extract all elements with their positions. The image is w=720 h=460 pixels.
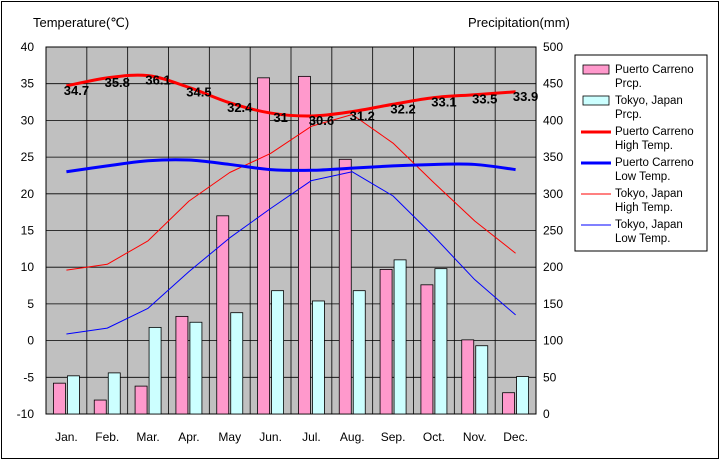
- plot-area: 4035302520151050-5-105004504003503002502…: [17, 40, 564, 444]
- data-label-puerto-carreno-high: 35.8: [105, 75, 130, 90]
- left-axis-title: Temperature(℃): [33, 15, 129, 30]
- bar-puerto-carreno-prcp: [53, 382, 66, 415]
- legend-entry-tokyo-high-label: High Temp.: [615, 202, 673, 214]
- data-label-puerto-carreno-high: 32.4: [227, 100, 253, 115]
- data-label-puerto-carreno-high: 30.6: [309, 113, 334, 128]
- left-tick-label: 10: [21, 260, 35, 274]
- bar-tokyo-prcp: [516, 376, 529, 415]
- right-tick-label: 500: [543, 40, 563, 54]
- x-tick-label: Jan.: [55, 430, 78, 444]
- legend-entry-tokyo-prcp-label: Tokyo, Japan: [615, 95, 683, 107]
- x-tick-label: Sep.: [381, 430, 406, 444]
- data-label-puerto-carreno-high: 34.5: [186, 84, 211, 99]
- data-label-puerto-carreno-high: 36.1: [145, 73, 170, 88]
- data-label-puerto-carreno-high: 31.2: [350, 109, 375, 124]
- right-tick-label: 300: [543, 187, 563, 201]
- bar-tokyo-prcp: [230, 312, 244, 415]
- x-tick-label: Jul.: [302, 430, 321, 444]
- data-label-puerto-carreno-high: 33.9: [513, 89, 538, 104]
- legend-entry-puerto-carreno-low-label: Low Temp.: [615, 171, 670, 183]
- legend: Puerto Carreno Prcp. Tokyo, Japan Prcp. Puer…: [574, 54, 708, 252]
- bar-tokyo-prcp: [393, 259, 407, 415]
- right-tick-label: 250: [543, 224, 563, 238]
- bar-tokyo-prcp: [312, 300, 325, 415]
- left-tick-label: 15: [21, 224, 35, 238]
- line-puerto-carreno-low: [66, 158, 516, 174]
- bar-tokyo-prcp: [67, 375, 80, 415]
- x-tick-label: Aug.: [340, 430, 365, 444]
- x-tick-label: Jun.: [259, 430, 282, 444]
- legend-entry-puerto-carreno-high-label: Puerto Carreno: [615, 126, 694, 138]
- legend-entry-puerto-carreno-low-label: Puerto Carreno: [615, 157, 694, 169]
- bar-puerto-carreno-prcp: [461, 339, 475, 415]
- line-tokyo-high: [66, 114, 516, 271]
- right-tick-label: 400: [543, 113, 563, 127]
- data-label-puerto-carreno-high: 34.7: [64, 83, 89, 98]
- right-tick-label: 450: [543, 77, 563, 91]
- bar-puerto-carreno-prcp: [134, 385, 148, 415]
- left-tick-label: 30: [21, 113, 35, 127]
- left-tick-label: 5: [27, 297, 34, 311]
- left-tick-label: 20: [21, 187, 35, 201]
- bar-tokyo-prcp: [352, 290, 366, 415]
- bar-tokyo-prcp: [475, 345, 489, 415]
- data-label-puerto-carreno-high: 32.2: [390, 101, 415, 116]
- right-tick-label: 150: [543, 297, 563, 311]
- line-puerto-carreno-high: [66, 73, 516, 118]
- bar-puerto-carreno-prcp: [420, 284, 434, 415]
- x-tick-label: Apr.: [178, 430, 199, 444]
- bar-puerto-carreno-prcp: [257, 77, 270, 415]
- left-tick-label: 40: [21, 40, 35, 54]
- legend-box: [574, 54, 708, 252]
- data-label-puerto-carreno-high: 33.1: [431, 95, 456, 110]
- legend-entry-tokyo-low-label: Low Temp.: [615, 233, 670, 245]
- x-tick-label: Mar.: [136, 430, 159, 444]
- bar-puerto-carreno-prcp: [216, 215, 230, 415]
- x-tick-label: May: [218, 430, 241, 444]
- x-tick-label: Feb.: [95, 430, 119, 444]
- left-tick-label: -5: [23, 370, 34, 384]
- bar-puerto-carreno-prcp: [298, 75, 311, 415]
- legend-entry-puerto-carreno-prcp-label: Puerto Carreno: [615, 64, 694, 76]
- legend-entry-tokyo-high-label: Tokyo, Japan: [615, 188, 683, 200]
- bar-tokyo-prcp: [148, 326, 162, 415]
- x-tick-label: Nov.: [463, 430, 487, 444]
- bar-puerto-carreno-prcp: [93, 399, 107, 415]
- bar-puerto-carreno-prcp: [338, 158, 352, 415]
- left-tick-label: 0: [27, 334, 34, 348]
- data-label-puerto-carreno-high: 33.5: [472, 92, 497, 107]
- right-tick-label: 200: [543, 260, 563, 274]
- bar-tokyo-prcp: [189, 321, 203, 415]
- right-axis-title: Precipitation(mm): [468, 15, 570, 30]
- x-tick-label: Oct.: [423, 430, 445, 444]
- legend-entry-puerto-carreno-prcp-label: Prcp.: [615, 78, 642, 90]
- legend-entry-tokyo-prcp-label: Prcp.: [615, 109, 642, 121]
- legend-entry-puerto-carreno-prcp-swatch: [582, 64, 610, 75]
- right-tick-label: 50: [543, 370, 557, 384]
- legend-entry-tokyo-low-label: Tokyo, Japan: [615, 219, 683, 231]
- bar-tokyo-prcp: [271, 290, 284, 415]
- right-tick-label: 350: [543, 150, 563, 164]
- legend-entry-tokyo-prcp-swatch: [582, 95, 610, 106]
- bar-puerto-carreno-prcp: [175, 315, 189, 415]
- left-tick-label: 25: [21, 150, 35, 164]
- bar-tokyo-prcp: [434, 268, 448, 415]
- left-tick-label: 35: [21, 77, 35, 91]
- legend-entry-puerto-carreno-high-label: High Temp.: [615, 140, 673, 152]
- right-tick-label: 100: [543, 334, 563, 348]
- x-tick-label: Dec.: [503, 430, 528, 444]
- data-label-puerto-carreno-high: 31: [273, 110, 287, 125]
- bar-puerto-carreno-prcp: [502, 392, 515, 415]
- left-tick-label: -10: [17, 407, 35, 421]
- line-tokyo-low: [66, 171, 516, 335]
- bar-puerto-carreno-prcp: [379, 269, 393, 415]
- bar-tokyo-prcp: [107, 372, 121, 415]
- right-tick-label: 0: [543, 407, 550, 421]
